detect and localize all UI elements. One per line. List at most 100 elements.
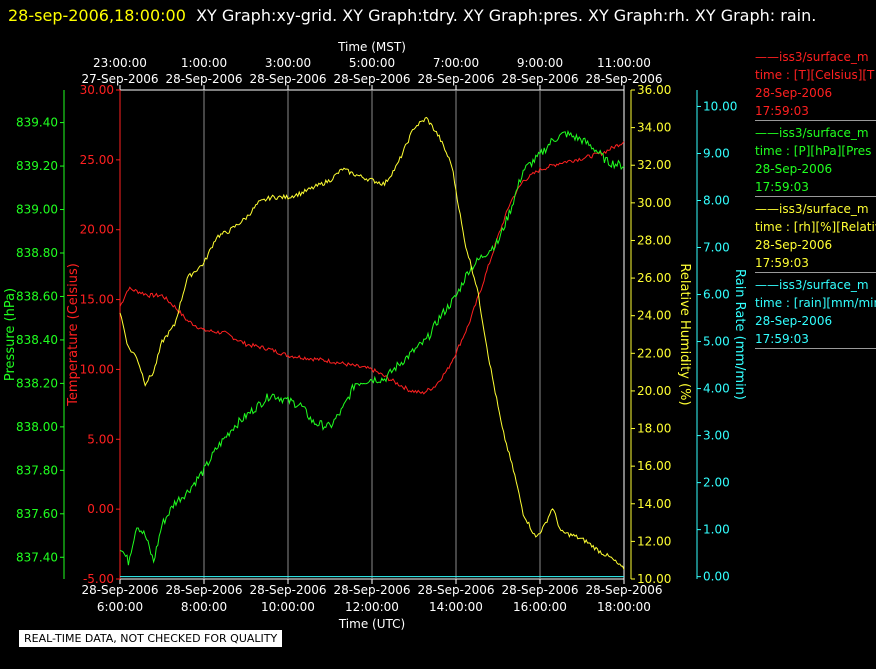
legend-date: 28-Sep-2006 — [755, 314, 833, 328]
x-tick-label-time: 18:00:00 — [597, 600, 651, 614]
x-top-tick-label-time: 9:00:00 — [517, 56, 563, 70]
x-axis-title-mst: Time (MST) — [337, 40, 406, 54]
pressure-tick-label: 837.80 — [16, 463, 58, 477]
rh-tick-label: 34.00 — [637, 121, 671, 135]
pressure-axis-title: Pressure (hPa) — [3, 288, 18, 381]
x-top-tick-label-date: 27-Sep-2006 — [81, 72, 158, 86]
rain-tick-label: 9.00 — [703, 146, 730, 160]
x-top-tick-label-date: 28-Sep-2006 — [165, 72, 242, 86]
legend-variable: time : [rh][%][Relativ — [755, 220, 876, 234]
pressure-tick-label: 837.40 — [16, 550, 58, 564]
temperature-series-line — [119, 141, 625, 395]
legend-date: 28-Sep-2006 — [755, 162, 833, 176]
pressure-series-line — [119, 129, 625, 566]
x-tick-label-date: 28-Sep-2006 — [249, 583, 326, 597]
x-top-tick-label-date: 28-Sep-2006 — [501, 72, 578, 86]
graph-list: XY Graph:xy-grid. XY Graph:tdry. XY Grap… — [196, 6, 817, 25]
rh-tick-label: 22.00 — [637, 346, 671, 360]
pressure-tick-label: 838.40 — [16, 333, 58, 347]
legend-time: 17:59:03 — [755, 180, 809, 194]
rh-series-line — [119, 116, 625, 570]
rh-tick-label: 28.00 — [637, 233, 671, 247]
rain-tick-label: 7.00 — [703, 241, 730, 255]
rain-tick-label: 1.00 — [703, 523, 730, 537]
pressure-tick-label: 839.00 — [16, 203, 58, 217]
rh-tick-label: 24.00 — [637, 309, 671, 323]
pressure-tick-label: 839.20 — [16, 159, 58, 173]
x-tick-label-date: 28-Sep-2006 — [81, 583, 158, 597]
axes-layer — [60, 85, 701, 584]
x-top-tick-label-date: 28-Sep-2006 — [249, 72, 326, 86]
rain-tick-label: 0.00 — [703, 570, 730, 584]
legend: ——iss3/surface_m time : [T][Celsius][T 2… — [755, 48, 876, 352]
temperature-tick-label: 15.00 — [80, 293, 114, 307]
x-top-tick-label-time: 5:00:00 — [349, 56, 395, 70]
x-tick-label-date: 28-Sep-2006 — [501, 583, 578, 597]
rain-tick-label: 3.00 — [703, 429, 730, 443]
x-top-tick-label-time: 3:00:00 — [265, 56, 311, 70]
legend-entry-rh[interactable]: ——iss3/surface_m time : [rh][%][Relativ … — [755, 200, 876, 273]
rh-tick-label: 16.00 — [637, 459, 671, 473]
legend-date: 28-Sep-2006 — [755, 238, 833, 252]
rh-tick-label: 10.00 — [637, 572, 671, 586]
x-axis-title-utc: Time (UTC) — [338, 617, 405, 631]
legend-entry-pressure[interactable]: ——iss3/surface_m time : [P][hPa][Pres 28… — [755, 124, 876, 197]
pressure-tick-label: 838.80 — [16, 246, 58, 260]
temperature-tick-label: 20.00 — [80, 223, 114, 237]
rh-axis-title: Relative Humidity (%) — [677, 263, 692, 405]
legend-variable: time : [rain][mm/min — [755, 296, 876, 310]
x-tick-label-date: 28-Sep-2006 — [585, 583, 662, 597]
rh-tick-label: 32.00 — [637, 158, 671, 172]
legend-entry-rain[interactable]: ——iss3/surface_m time : [rain][mm/min 28… — [755, 276, 876, 349]
rain-tick-label: 8.00 — [703, 193, 730, 207]
x-top-tick-label-time: 11:00:00 — [597, 56, 651, 70]
legend-series-name: ——iss3/surface_m — [755, 202, 869, 216]
legend-time: 17:59:03 — [755, 256, 809, 270]
pressure-tick-label: 839.40 — [16, 116, 58, 130]
legend-time: 17:59:03 — [755, 332, 809, 346]
legend-entry-temperature[interactable]: ——iss3/surface_m time : [T][Celsius][T 2… — [755, 48, 876, 121]
x-top-tick-label-date: 28-Sep-2006 — [585, 72, 662, 86]
rh-tick-label: 20.00 — [637, 384, 671, 398]
pressure-tick-label: 838.20 — [16, 376, 58, 390]
rain-tick-label: 10.00 — [703, 99, 737, 113]
pressure-tick-label: 838.60 — [16, 289, 58, 303]
temperature-tick-label: 10.00 — [80, 362, 114, 376]
x-tick-label-time: 8:00:00 — [181, 600, 227, 614]
quality-warning: REAL-TIME DATA, NOT CHECKED FOR QUALITY — [19, 630, 283, 647]
x-tick-label-date: 28-Sep-2006 — [165, 583, 242, 597]
temperature-tick-label: 25.00 — [80, 153, 114, 167]
x-tick-label-time: 14:00:00 — [429, 600, 483, 614]
x-tick-label-time: 16:00:00 — [513, 600, 567, 614]
grid-layer — [119, 89, 625, 580]
rain-tick-label: 2.00 — [703, 476, 730, 490]
rh-tick-label: 18.00 — [637, 422, 671, 436]
x-tick-label-time: 10:00:00 — [261, 600, 315, 614]
rh-tick-label: 26.00 — [637, 271, 671, 285]
x-tick-label-date: 28-Sep-2006 — [333, 583, 410, 597]
x-top-tick-label-time: 23:00:00 — [93, 56, 147, 70]
x-top-tick-label-date: 28-Sep-2006 — [417, 72, 494, 86]
pressure-tick-label: 838.00 — [16, 420, 58, 434]
series-layer — [119, 116, 625, 578]
x-tick-label-time: 12:00:00 — [345, 600, 399, 614]
labels-layer: 28-Sep-2006 6:00:00 28-Sep-2006 8:00:00 28-S… — [3, 40, 747, 631]
legend-series-name: ——iss3/surface_m — [755, 126, 869, 140]
rain-tick-label: 6.00 — [703, 288, 730, 302]
legend-series-name: ——iss3/surface_m — [755, 278, 869, 292]
legend-time: 17:59:03 — [755, 104, 809, 118]
x-top-tick-label-time: 1:00:00 — [181, 56, 227, 70]
x-tick-label-date: 28-Sep-2006 — [417, 583, 494, 597]
temperature-tick-label: 5.00 — [87, 432, 114, 446]
pressure-tick-label: 837.60 — [16, 507, 58, 521]
graph-date: 28-sep-2006,18:00:00 — [8, 6, 186, 25]
rain-tick-label: 5.00 — [703, 335, 730, 349]
rh-tick-label: 12.00 — [637, 534, 671, 548]
temperature-axis-title: Temperature (Celsius) — [66, 263, 81, 407]
graph-title: 28-sep-2006,18:00:00 XY Graph:xy-grid. X… — [8, 2, 868, 29]
rh-tick-label: 36.00 — [637, 83, 671, 97]
x-top-tick-label-date: 28-Sep-2006 — [333, 72, 410, 86]
rh-tick-label: 14.00 — [637, 497, 671, 511]
rain-tick-label: 4.00 — [703, 382, 730, 396]
